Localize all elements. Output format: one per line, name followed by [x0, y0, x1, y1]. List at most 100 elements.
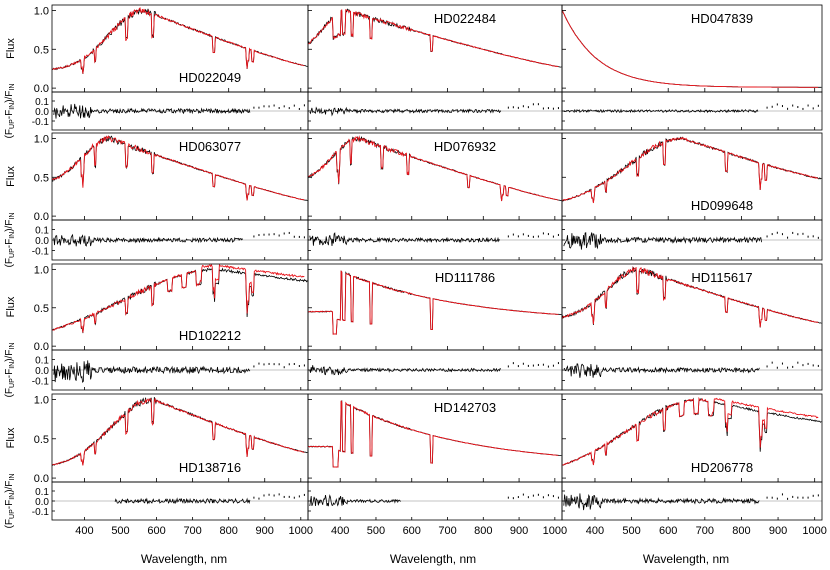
x-tick-label: 800 [732, 525, 750, 537]
x-tick-label: 500 [367, 525, 385, 537]
spectrum-panel-hd111786: HD111786 [307, 263, 563, 391]
residual-tick-label: -0.1 [32, 507, 50, 518]
flux-tick-label: 1.0 [34, 5, 49, 17]
residual-axis-label: (FUP-FIN)/FIN [4, 213, 16, 268]
star-name-label: HD111786 [435, 270, 495, 285]
star-name-label: HD099648 [691, 198, 753, 213]
residual-tick-label: 0.0 [35, 107, 49, 118]
residual-line [309, 365, 502, 376]
x-tick-label: 900 [256, 525, 274, 537]
x-tick-label: 1000 [289, 525, 313, 537]
residual-tick-label: -0.1 [32, 117, 50, 128]
model-spectrum-line [308, 8, 559, 68]
x-tick-label: 400 [331, 525, 349, 537]
flux-tick-label: 0.0 [34, 473, 49, 485]
residual-line [53, 233, 244, 247]
model-spectrum-line [562, 396, 819, 466]
model-spectrum-line [562, 266, 819, 328]
flux-axis-label: Flux [5, 166, 17, 187]
observed-spectrum-line [52, 397, 308, 466]
x-tick-label: 800 [474, 525, 492, 537]
residual-tick-label: 0.0 [35, 236, 49, 247]
model-spectrum-line [52, 397, 305, 466]
residual-tick-label: 0.1 [35, 487, 49, 498]
residual-line [563, 363, 760, 378]
residual-line [114, 497, 251, 505]
panel-grid: 0.00.51.00.10.0-0.1HD022049Flux(FUP-FIN)… [4, 4, 827, 537]
flux-tick-label: 1.0 [34, 264, 49, 276]
x-tick-label: 700 [438, 525, 456, 537]
residual-line [563, 493, 760, 511]
star-name-label: HD022484 [434, 11, 496, 26]
x-tick-label: 600 [147, 525, 165, 537]
flux-tick-label: 0.5 [34, 303, 49, 315]
star-name-label: HD076932 [434, 139, 496, 154]
residual-tick-label: 0.1 [35, 225, 49, 236]
star-name-label: HD206778 [691, 460, 753, 475]
spectrum-panel-hd099648: HD099648 [561, 132, 823, 261]
flux-tick-label: 1.0 [34, 395, 49, 407]
observed-spectrum-line [562, 397, 822, 466]
observed-spectrum-line [52, 267, 308, 334]
residual-tick-label: 0.1 [35, 97, 49, 108]
x-tick-label: 400 [586, 525, 604, 537]
residual-line [309, 106, 502, 117]
x-tick-label: 500 [622, 525, 640, 537]
spectrum-panel-hd022484: HD022484 [307, 4, 563, 131]
residual-line [563, 232, 762, 250]
flux-axis-label: Flux [5, 427, 17, 448]
flux-tick-label: 0.5 [34, 44, 49, 56]
x-tick-label: 600 [403, 525, 421, 537]
residual-tick-label: 0.0 [35, 497, 49, 508]
residual-axis-label: (FUP-FIN)/FIN [4, 474, 16, 529]
model-spectrum-line [308, 400, 559, 468]
flux-tick-label: 1.0 [34, 133, 49, 145]
flux-tick-label: 0.0 [34, 211, 49, 223]
model-spectrum-line [562, 9, 819, 88]
spectrum-panel-hd206778: 400 500 600 700 800 900 1000 HD206778 [561, 393, 827, 537]
model-spectrum-line [308, 135, 559, 202]
residual-tick-label: 0.0 [35, 366, 49, 377]
model-spectrum-line [52, 7, 305, 74]
x-axis-label: Wavelength, nm [141, 552, 227, 566]
star-name-label: HD138716 [179, 460, 241, 475]
x-tick-label: 700 [183, 525, 201, 537]
spectrum-panel-hd076932: HD076932 [307, 132, 563, 261]
star-name-label: HD102212 [179, 328, 241, 343]
residual-line [53, 360, 251, 384]
spectrum-panel-hd115617: HD115617 [561, 263, 823, 391]
model-spectrum-line [562, 136, 819, 204]
model-spectrum-line [52, 134, 305, 201]
residual-line [53, 103, 251, 119]
spectrum-panel-hd022049: 0.00.51.00.10.0-0.1HD022049Flux(FUP-FIN)… [4, 4, 309, 139]
spectrum-panel-hd063077: 0.00.51.00.10.0-0.1HD063077Flux(FUP-FIN)… [4, 132, 309, 268]
star-name-label: HD142703 [434, 400, 496, 415]
flux-tick-label: 0.0 [34, 83, 49, 95]
x-tick-label: 700 [696, 525, 714, 537]
star-name-label: HD115617 [691, 270, 752, 285]
x-tick-label: 400 [75, 525, 93, 537]
flux-axis-label: Flux [5, 38, 17, 59]
spectrum-panel-hd047839: HD047839 [561, 4, 823, 131]
residual-tick-label: -0.1 [32, 377, 50, 388]
flux-axis-label: Flux [5, 296, 17, 317]
flux-tick-label: 0.0 [34, 341, 49, 353]
residual-line [309, 494, 401, 507]
x-tick-label: 900 [769, 525, 787, 537]
model-spectrum-line [308, 270, 559, 335]
star-name-label: HD047839 [691, 11, 753, 26]
x-tick-label: 1000 [802, 525, 826, 537]
residual-line [563, 108, 759, 114]
spectrum-panel-hd142703: 400 500 600 700 800 900 1000 HD142703 [307, 393, 567, 537]
residual-line [309, 232, 500, 247]
star-name-label: HD063077 [179, 139, 241, 154]
flux-tick-label: 0.5 [34, 434, 49, 446]
observed-spectrum-line [52, 7, 308, 74]
flux-tick-label: 0.5 [34, 172, 49, 184]
spectrum-panel-hd102212: 0.00.51.00.10.0-0.1HD102212Flux(FUP-FIN)… [4, 263, 309, 397]
residual-tick-label: -0.1 [32, 247, 50, 258]
star-name-label: HD022049 [179, 70, 241, 85]
x-tick-label: 800 [219, 525, 237, 537]
residual-axis-label: (FUP-FIN)/FIN [4, 84, 16, 139]
